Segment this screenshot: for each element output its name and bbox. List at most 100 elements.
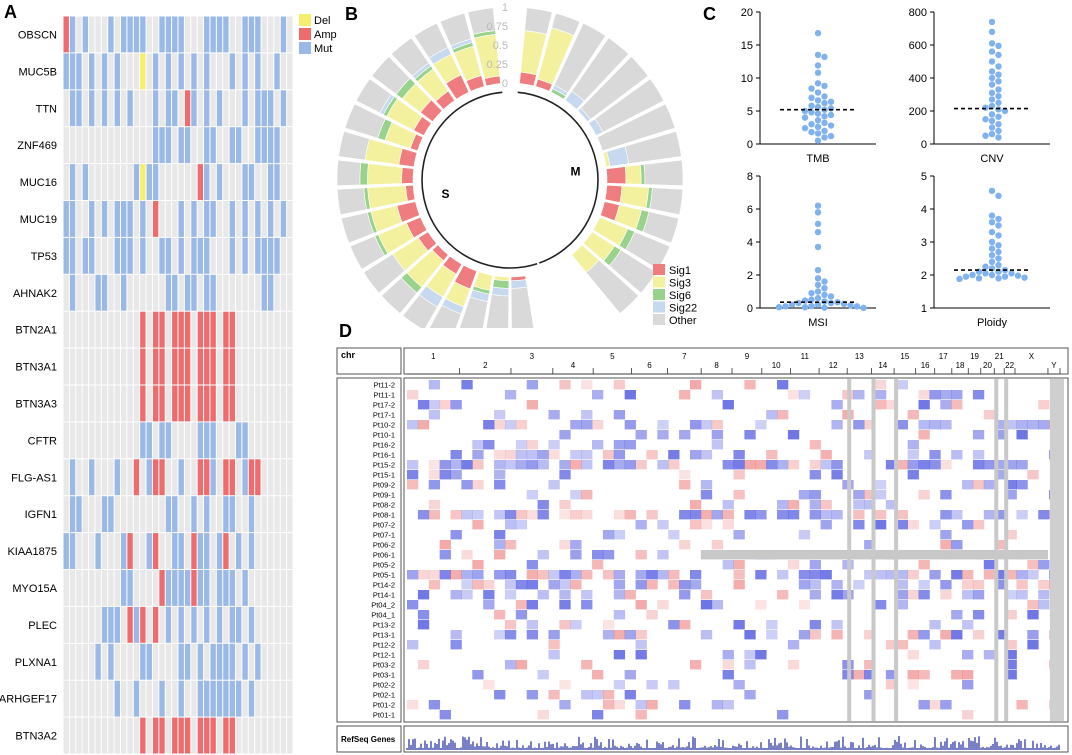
cn-segment	[972, 430, 985, 440]
data-point	[814, 117, 822, 124]
onco-cell	[114, 533, 120, 569]
onco-cell	[197, 496, 204, 533]
onco-cell	[204, 201, 210, 237]
data-point	[995, 99, 1002, 106]
cn-segment	[809, 560, 821, 570]
cn-segment	[777, 410, 789, 420]
onco-cell	[89, 459, 95, 496]
onco-cell	[101, 643, 108, 680]
y-tick-label: 0	[747, 303, 753, 315]
cn-segment	[526, 620, 538, 630]
onco-cell	[223, 90, 229, 127]
onco-cell	[287, 643, 293, 680]
cn-segment	[407, 480, 419, 490]
onco-cell	[152, 127, 159, 164]
cn-segment	[407, 570, 419, 580]
sample-label: Pt10-2	[373, 421, 395, 430]
cn-segment	[755, 570, 767, 580]
onco-cell	[69, 570, 76, 606]
onco-cell	[63, 496, 69, 533]
signature-segment	[336, 159, 362, 187]
onco-cell	[191, 680, 197, 717]
onco-cell	[184, 422, 191, 459]
data-point	[814, 123, 822, 131]
cn-segment	[994, 570, 1006, 580]
cn-segment	[461, 550, 473, 560]
onco-cell	[223, 606, 229, 643]
onco-cell	[261, 16, 267, 53]
cn-segment	[809, 510, 821, 520]
data-point	[1001, 107, 1009, 115]
onco-cell	[287, 459, 293, 496]
cn-segment	[874, 400, 887, 410]
onco-cell	[216, 459, 223, 496]
onco-cell	[274, 422, 280, 459]
signature-segment	[344, 103, 386, 139]
signature-segment	[363, 253, 406, 294]
onco-cell	[121, 496, 127, 533]
cn-segment	[602, 570, 615, 580]
cn-segment	[624, 420, 636, 430]
onco-cell	[165, 459, 172, 496]
onco-cell	[121, 237, 127, 274]
onco-cell	[191, 164, 197, 200]
onco-cell	[101, 90, 108, 127]
signature-segment	[642, 211, 680, 244]
cn-segment	[744, 650, 756, 660]
cn-segment	[918, 700, 930, 710]
cn-segment	[711, 540, 724, 550]
onco-cell	[184, 274, 191, 311]
onco-cell	[82, 496, 89, 533]
signature-segment	[390, 37, 430, 77]
onco-cell	[172, 496, 178, 533]
cn-segment	[515, 610, 528, 620]
onco-cell	[248, 606, 255, 643]
onco-cell	[267, 348, 274, 385]
data-point	[956, 275, 963, 283]
onco-cell	[95, 164, 101, 200]
cn-segment	[907, 460, 919, 470]
data-point	[995, 232, 1002, 239]
onco-cell	[280, 164, 287, 200]
data-point	[814, 130, 822, 137]
onco-cell	[140, 348, 146, 385]
cn-segment	[635, 460, 647, 470]
cn-segment	[439, 460, 451, 470]
x-axis-label: CNV	[980, 153, 1004, 165]
cn-segment	[722, 460, 734, 470]
sample-label: Pt15-1	[373, 471, 395, 480]
cn-segment	[407, 640, 419, 650]
cn-segment	[1005, 670, 1017, 680]
data-point	[814, 266, 822, 274]
cn-segment	[483, 580, 495, 590]
data-point	[814, 69, 822, 76]
cn-segment	[472, 560, 484, 570]
sample-label: Pt17-1	[373, 411, 395, 420]
x-axis-label: TMB	[806, 153, 829, 165]
cn-segment	[962, 680, 974, 690]
data-point	[1014, 272, 1022, 279]
cn-segment	[548, 630, 560, 640]
panel-label-b: B	[345, 4, 358, 24]
onco-cell	[108, 533, 114, 569]
signature-segment	[643, 159, 684, 187]
data-point	[814, 80, 822, 87]
data-point	[827, 105, 835, 112]
onco-cell	[133, 717, 140, 754]
onco-cell	[63, 164, 69, 200]
onco-cell	[223, 459, 229, 496]
cn-segment	[1005, 570, 1017, 580]
cn-segment	[874, 520, 887, 530]
cn-segment	[951, 390, 963, 400]
data-point	[808, 102, 815, 109]
onco-cell	[261, 127, 267, 164]
onco-cell	[121, 533, 127, 569]
data-point	[775, 303, 783, 311]
gene-label: MUC16	[20, 177, 57, 189]
onco-cell	[69, 90, 76, 127]
onco-cell	[280, 201, 287, 237]
onco-cell	[223, 496, 229, 533]
cn-segment	[983, 410, 996, 420]
cn-segment	[831, 510, 843, 520]
onco-cell	[274, 127, 280, 164]
